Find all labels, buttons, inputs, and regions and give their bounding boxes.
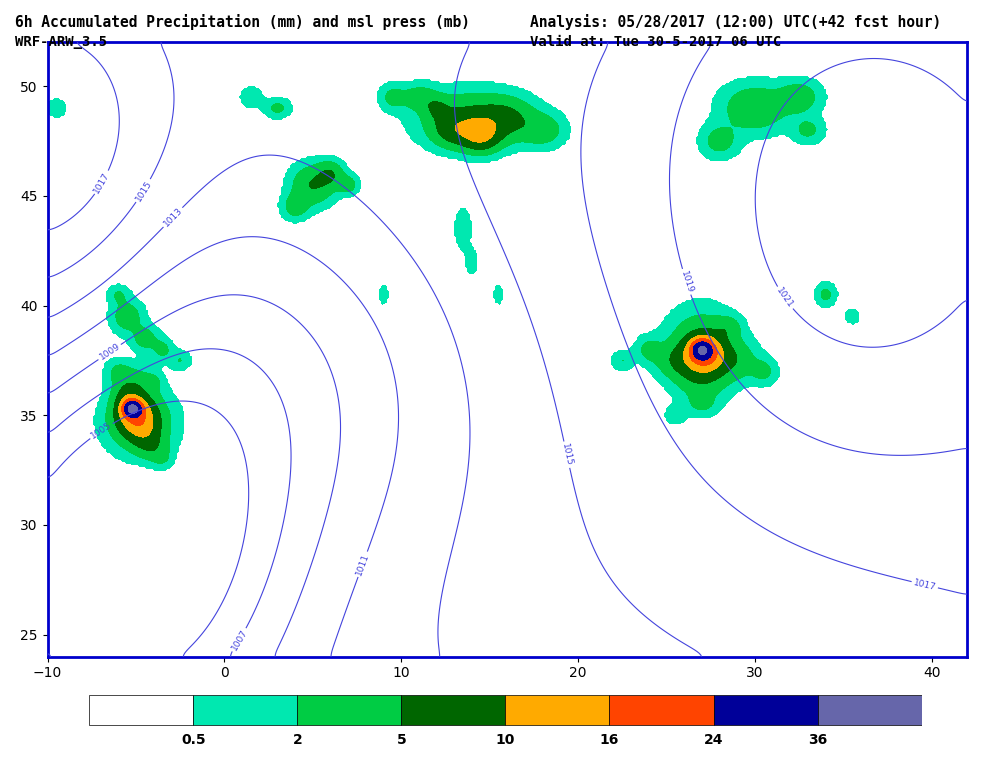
Text: 10: 10 xyxy=(496,733,515,747)
Text: 1019: 1019 xyxy=(679,270,695,294)
Text: 6h Accumulated Precipitation (mm) and msl press (mb): 6h Accumulated Precipitation (mm) and ms… xyxy=(15,14,470,30)
Bar xyxy=(297,695,401,725)
Bar xyxy=(609,695,714,725)
Bar xyxy=(505,695,609,725)
Text: 1017: 1017 xyxy=(92,170,112,195)
Text: 1007: 1007 xyxy=(230,627,249,652)
Bar xyxy=(714,695,818,725)
Text: 1005: 1005 xyxy=(89,421,113,441)
Text: 0.5: 0.5 xyxy=(181,733,205,747)
Text: Valid at: Tue 30-5-2017 06 UTC: Valid at: Tue 30-5-2017 06 UTC xyxy=(530,35,782,48)
Text: 2: 2 xyxy=(292,733,302,747)
Text: 24: 24 xyxy=(704,733,723,747)
Text: 1017: 1017 xyxy=(913,578,936,592)
Text: 1011: 1011 xyxy=(355,552,371,577)
Bar xyxy=(818,695,922,725)
Bar xyxy=(89,695,193,725)
Text: 1009: 1009 xyxy=(97,342,122,362)
Text: 1015: 1015 xyxy=(560,442,574,467)
Text: Analysis: 05/28/2017 (12:00) UTC(+42 fcst hour): Analysis: 05/28/2017 (12:00) UTC(+42 fcs… xyxy=(530,14,941,30)
Bar xyxy=(401,695,505,725)
Bar xyxy=(193,695,297,725)
Text: WRF-ARW_3.5: WRF-ARW_3.5 xyxy=(15,35,107,48)
Text: 1021: 1021 xyxy=(775,286,795,310)
Text: 5: 5 xyxy=(396,733,406,747)
Text: 36: 36 xyxy=(808,733,827,747)
Text: 1015: 1015 xyxy=(134,179,154,203)
Text: 16: 16 xyxy=(600,733,619,747)
Text: 1013: 1013 xyxy=(162,206,184,229)
